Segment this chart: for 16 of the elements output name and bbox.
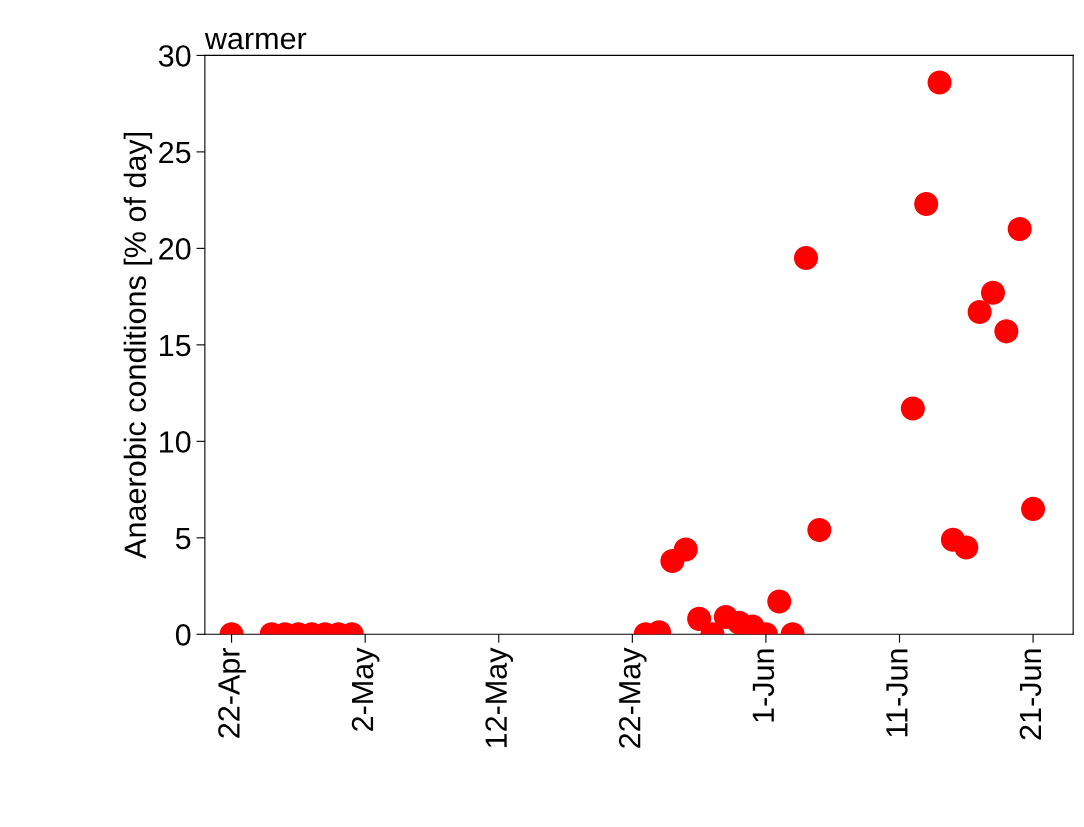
y-axis-title: Anaerobic conditions [% of day]: [123, 133, 153, 559]
y-tick-label: 20: [159, 238, 191, 260]
y-tick-label: 0: [175, 624, 191, 646]
x-tick-label: 21-Jun: [1019, 649, 1042, 740]
y-tick-label: 10: [160, 431, 191, 453]
x-tick-label: 2-May: [351, 647, 380, 731]
x-tick-label: 22-May: [618, 647, 647, 748]
y-tick-label: 25: [159, 141, 191, 164]
y-tick-label: 15: [160, 334, 191, 357]
y-tick-label: 30: [158, 45, 191, 67]
x-tick-label: 22-Apr: [218, 648, 246, 738]
y-tick-label: 5: [175, 527, 191, 550]
chart-title: warmer: [204, 32, 307, 50]
x-tick-label: 12-May: [485, 647, 513, 748]
x-tick-label: 11-Jun: [886, 649, 908, 737]
x-tick-label: 1-Jun: [752, 649, 775, 722]
